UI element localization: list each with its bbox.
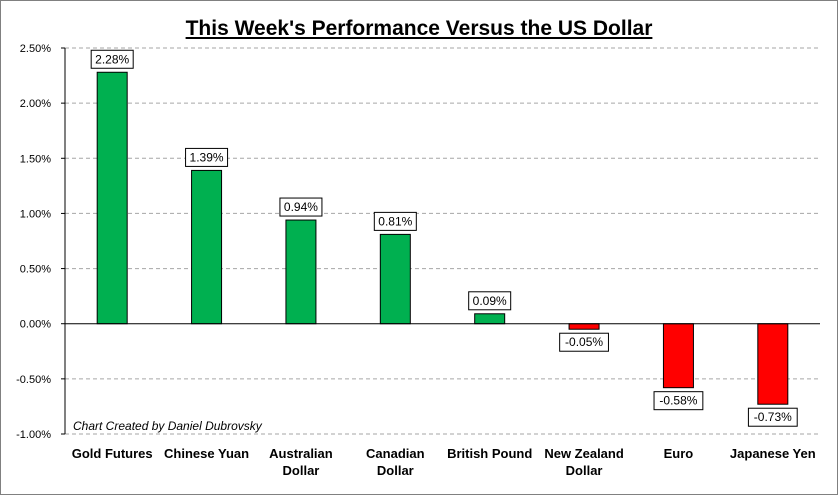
bar <box>662 323 694 389</box>
data-label: -0.73% <box>754 410 792 424</box>
bar <box>474 313 506 325</box>
data-label: 0.94% <box>284 200 318 214</box>
data-label-box <box>653 391 704 411</box>
category-label: Dollar <box>566 463 603 478</box>
data-label-box <box>559 332 609 352</box>
data-label-box <box>747 407 798 427</box>
category-label: Australian <box>269 446 333 461</box>
data-label: 0.81% <box>378 214 412 228</box>
y-tick-label: -0.50% <box>16 374 51 386</box>
bar <box>191 169 223 325</box>
y-tick-label: 1.00% <box>20 208 51 220</box>
category-label: British Pound <box>447 446 532 461</box>
data-label-box <box>279 197 323 217</box>
data-label-box <box>468 291 512 311</box>
category-label: Dollar <box>377 463 414 478</box>
category-label: Chinese Yuan <box>164 446 249 461</box>
data-label: 0.09% <box>473 294 507 308</box>
bar <box>285 219 317 325</box>
data-label-box <box>90 49 134 69</box>
category-label: Dollar <box>283 463 320 478</box>
category-label: New Zealand <box>544 446 624 461</box>
y-tick-label: -1.00% <box>16 429 51 441</box>
data-label: 1.39% <box>190 150 224 164</box>
category-label: Euro <box>664 446 694 461</box>
data-label: -0.05% <box>565 335 603 349</box>
y-tick-label: 2.50% <box>20 43 51 55</box>
chart-title: This Week's Performance Versus the US Do… <box>185 17 653 40</box>
data-label-box <box>373 211 417 231</box>
bar <box>568 323 600 330</box>
category-label: Gold Futures <box>72 446 153 461</box>
y-tick-label: 0.50% <box>20 264 51 276</box>
chart-credit-annotation: Chart Created by Daniel Dubrovsky <box>73 419 263 433</box>
data-label: 2.28% <box>95 52 129 66</box>
bar <box>757 323 789 405</box>
category-label: Japanese Yen <box>730 446 816 461</box>
y-tick-label: 1.50% <box>20 153 51 165</box>
y-tick-label: 0.00% <box>20 319 51 331</box>
y-tick-label: 2.00% <box>20 98 51 110</box>
data-label: -0.58% <box>659 394 697 408</box>
data-label-box <box>185 147 229 167</box>
category-label: Canadian <box>366 446 425 461</box>
bar <box>96 71 128 325</box>
bar <box>379 233 411 325</box>
